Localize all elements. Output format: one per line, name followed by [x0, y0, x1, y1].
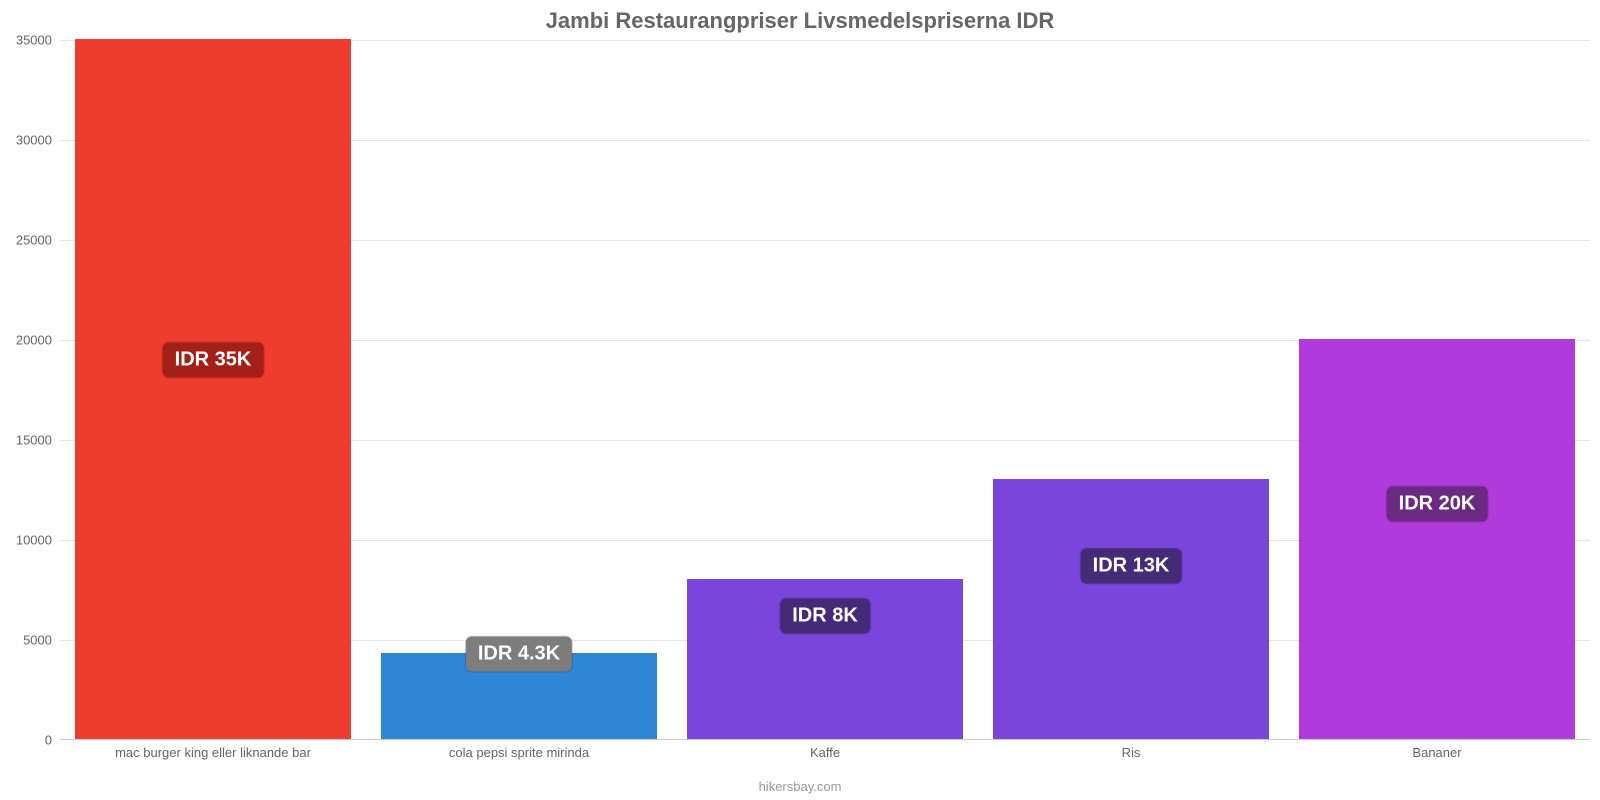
bar	[993, 479, 1268, 739]
y-tick-label: 20000	[16, 333, 60, 348]
x-tick-label: cola pepsi sprite mirinda	[449, 739, 589, 760]
y-tick-label: 5000	[23, 633, 60, 648]
y-tick-label: 30000	[16, 133, 60, 148]
bar-value-badge: IDR 13K	[1081, 549, 1182, 584]
bar	[75, 39, 350, 739]
attribution-text: hikersbay.com	[0, 779, 1600, 794]
x-tick-label: mac burger king eller liknande bar	[115, 739, 311, 760]
chart-title: Jambi Restaurangpriser Livsmedelsprisern…	[0, 8, 1600, 34]
y-tick-label: 10000	[16, 533, 60, 548]
x-tick-label: Kaffe	[810, 739, 840, 760]
bar	[1299, 339, 1574, 739]
y-tick-label: 15000	[16, 433, 60, 448]
bar-value-badge: IDR 35K	[163, 343, 264, 378]
y-tick-label: 35000	[16, 33, 60, 48]
plot-area: 05000100001500020000250003000035000IDR 3…	[60, 40, 1590, 740]
chart-container: Jambi Restaurangpriser Livsmedelsprisern…	[0, 0, 1600, 800]
y-tick-label: 0	[45, 733, 60, 748]
x-tick-label: Ris	[1122, 739, 1141, 760]
y-tick-label: 25000	[16, 233, 60, 248]
bar-value-badge: IDR 8K	[780, 599, 870, 634]
bar-value-badge: IDR 20K	[1387, 487, 1488, 522]
bar-value-badge: IDR 4.3K	[466, 637, 572, 672]
x-tick-label: Bananer	[1412, 739, 1461, 760]
